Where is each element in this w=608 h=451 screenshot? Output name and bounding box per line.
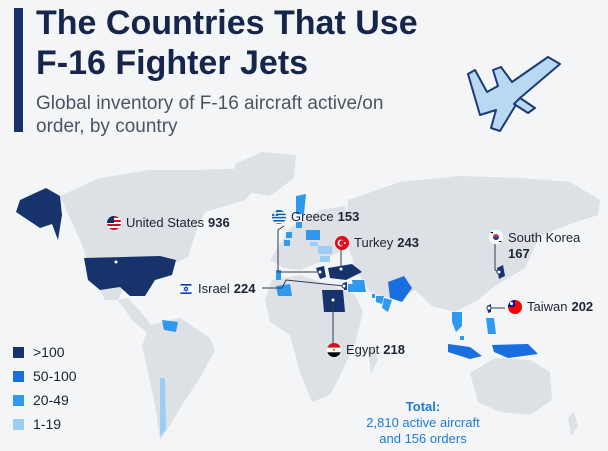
indonesia-shape-2	[492, 344, 538, 358]
pakistan-shape	[388, 276, 412, 302]
callout-value: 218	[383, 342, 405, 357]
usa-marker	[113, 259, 119, 265]
highlight-50-100	[388, 276, 538, 359]
legend-item: 50-100	[13, 364, 77, 388]
taiwan-marker	[486, 305, 492, 311]
morocco-shape	[276, 284, 292, 296]
highlight-1-19	[160, 242, 332, 436]
turkey-flag-icon	[335, 235, 349, 250]
legend-swatch	[13, 418, 24, 430]
indonesia-shape-1	[448, 344, 482, 359]
usa-shape	[84, 256, 176, 296]
callout-country-label: Taiwan	[527, 299, 568, 314]
legend-swatch	[13, 394, 24, 406]
leader-lines	[262, 225, 505, 343]
f16-jet-icon	[467, 56, 561, 132]
page-title: The Countries That Use F-16 Fighter Jets	[36, 4, 418, 82]
callout-value: 202	[571, 299, 594, 314]
callout-united-states: United States 936	[107, 215, 230, 230]
egypt-flag-icon	[327, 342, 341, 357]
poland-shape	[306, 230, 320, 240]
greece-marker	[317, 269, 323, 275]
greenland-land	[235, 152, 296, 196]
callout-country-label: Greece	[291, 209, 334, 224]
netherlands-shape	[286, 232, 292, 238]
bahrain-shape	[372, 294, 375, 298]
romania-shape	[318, 246, 332, 254]
legend-label: 50-100	[33, 368, 77, 384]
total-line-2: and 156 orders	[379, 431, 467, 446]
callout-value: 224	[233, 281, 256, 296]
land-masses	[60, 152, 600, 440]
south-korea-flag-icon	[489, 230, 503, 244]
singapore-shape	[460, 336, 464, 340]
central-america-land	[118, 298, 154, 334]
oman-shape	[382, 298, 392, 312]
jordan-shape	[348, 284, 354, 292]
thailand-shape	[452, 312, 462, 332]
callout-egypt: Egypt 218	[327, 342, 405, 357]
taiwan-flag-icon	[508, 299, 522, 314]
belgium-shape	[284, 240, 290, 246]
turkey-marker	[338, 266, 344, 272]
greece-flag-icon	[272, 209, 286, 224]
norway-shape	[296, 194, 306, 214]
legend-item: >100	[13, 340, 77, 364]
highlight-over-100	[16, 188, 505, 313]
turkey-shape	[328, 264, 362, 280]
callout-israel: Israel 224	[179, 281, 256, 296]
total-line-1: 2,810 active aircraft	[366, 415, 480, 430]
uae-shape	[376, 296, 384, 304]
callout-country-label: United States	[126, 215, 205, 230]
callout-taiwan: Taiwan 202	[508, 299, 593, 314]
new-zealand-land	[568, 412, 578, 436]
slovakia-shape	[310, 242, 318, 246]
callout-turkey: Turkey 243	[335, 235, 419, 250]
total-label: Total:	[405, 399, 441, 414]
legend-label: >100	[33, 344, 65, 360]
israel-flag-icon	[179, 281, 193, 296]
callout-country-label: South Korea	[508, 230, 581, 245]
map-legend: >100 50-100 20-49 1-19	[13, 340, 77, 436]
israel-leader-line	[262, 279, 345, 289]
total-summary: Total: 2,810 active aircraft and 156 ord…	[330, 399, 516, 447]
greece-leader-line	[277, 225, 320, 273]
australia-land	[470, 358, 552, 415]
callout-country-label: Israel	[198, 281, 230, 296]
egypt-marker	[330, 297, 336, 303]
legend-item: 1-19	[13, 412, 77, 436]
legend-label: 1-19	[33, 416, 62, 432]
callout-greece: Greece 153	[272, 209, 359, 224]
us-flag-icon	[107, 215, 121, 230]
bulgaria-shape	[320, 256, 330, 262]
alaska-shape	[16, 188, 62, 240]
legend-swatch	[13, 346, 24, 358]
asia-land	[346, 176, 600, 312]
denmark-shape	[296, 222, 302, 228]
philippines-shape	[486, 318, 496, 334]
israel-marker	[341, 283, 347, 289]
chile-shape	[160, 378, 166, 436]
south-korea-marker	[496, 269, 502, 275]
legend-label: 20-49	[33, 392, 69, 408]
south-america-land	[142, 318, 215, 440]
callout-value: 167	[508, 246, 530, 261]
page-subtitle: Global inventory of F-16 aircraft active…	[36, 93, 384, 137]
venezuela-shape	[162, 320, 178, 332]
legend-swatch	[13, 370, 24, 382]
iraq-shape	[352, 280, 366, 292]
callout-south-korea: South Korea 167	[489, 230, 580, 262]
legend-item: 20-49	[13, 388, 77, 412]
title-accent-bar	[14, 8, 23, 132]
callout-country-label: Egypt	[346, 342, 380, 357]
callout-value: 936	[208, 215, 230, 230]
country-markers	[113, 259, 502, 311]
callout-value: 153	[337, 209, 360, 224]
highlight-20-49	[162, 194, 496, 340]
callout-value: 243	[397, 235, 419, 250]
madagascar-land	[368, 346, 378, 374]
callout-country-label: Turkey	[354, 235, 394, 250]
